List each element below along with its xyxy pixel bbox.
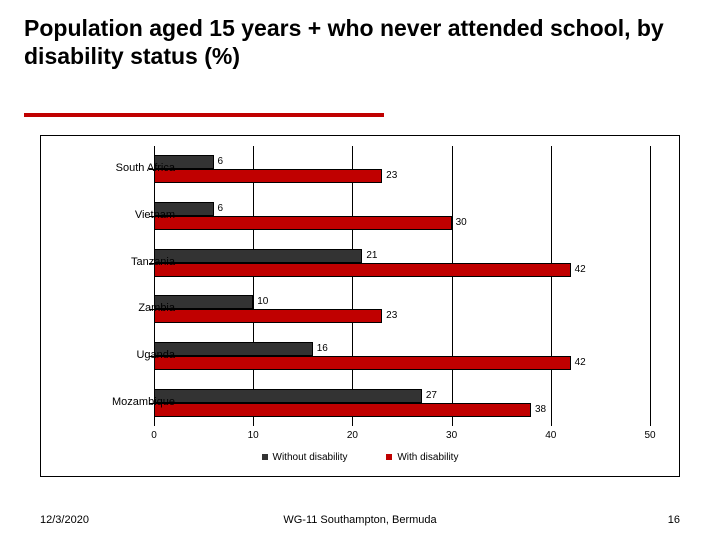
legend-label-with: With disability	[397, 452, 458, 463]
footer-center: WG-11 Southampton, Bermuda	[0, 514, 720, 526]
bar-with	[154, 309, 382, 323]
bar-with	[154, 356, 571, 370]
bar-value-without: 6	[218, 156, 224, 167]
category-label: South Africa	[116, 162, 175, 174]
xtick-label: 30	[442, 430, 462, 441]
bar-value-without: 27	[426, 390, 437, 401]
xtick-label: 0	[144, 430, 164, 441]
bar-value-without: 16	[317, 343, 328, 354]
xtick-label: 20	[342, 430, 362, 441]
accent-divider	[24, 113, 384, 117]
chart-plot: 6 23 6 30 21 42 10 23 16 42 27 38	[154, 146, 650, 426]
category-label: Uganda	[136, 349, 175, 361]
bar-with	[154, 216, 452, 230]
legend-item-with: With disability	[386, 452, 458, 463]
bar-value-with: 38	[535, 404, 546, 415]
gridline	[253, 146, 254, 426]
bar-with	[154, 169, 382, 183]
chart-container: 6 23 6 30 21 42 10 23 16 42 27 38 Without disabilit…	[40, 135, 680, 477]
bar-value-with: 42	[575, 264, 586, 275]
legend-item-without: Without disability	[262, 452, 348, 463]
category-label: Vietnam	[135, 209, 175, 221]
gridline	[551, 146, 552, 426]
legend-swatch-with	[386, 454, 392, 460]
bar-value-without: 6	[218, 203, 224, 214]
xtick-label: 40	[541, 430, 561, 441]
legend-label-without: Without disability	[273, 452, 348, 463]
gridline	[650, 146, 651, 426]
bar-with	[154, 263, 571, 277]
bar-value-with: 30	[456, 217, 467, 228]
legend-swatch-without	[262, 454, 268, 460]
bar-without	[154, 389, 422, 403]
gridline	[452, 146, 453, 426]
footer-page-number: 16	[668, 514, 680, 526]
bar-without	[154, 249, 362, 263]
bar-value-without: 10	[257, 296, 268, 307]
xtick-label: 50	[640, 430, 660, 441]
bar-value-without: 21	[366, 250, 377, 261]
category-label: Mozambique	[112, 396, 175, 408]
xtick-label: 10	[243, 430, 263, 441]
category-label: Zambia	[138, 302, 175, 314]
gridline	[154, 146, 155, 426]
category-label: Tanzania	[131, 256, 175, 268]
chart-legend: Without disability With disability	[41, 452, 679, 463]
bar-with	[154, 403, 531, 417]
bar-value-with: 23	[386, 170, 397, 181]
bar-without	[154, 342, 313, 356]
bar-value-with: 23	[386, 310, 397, 321]
gridline	[352, 146, 353, 426]
page-title: Population aged 15 years + who never att…	[24, 14, 696, 70]
bar-value-with: 42	[575, 357, 586, 368]
